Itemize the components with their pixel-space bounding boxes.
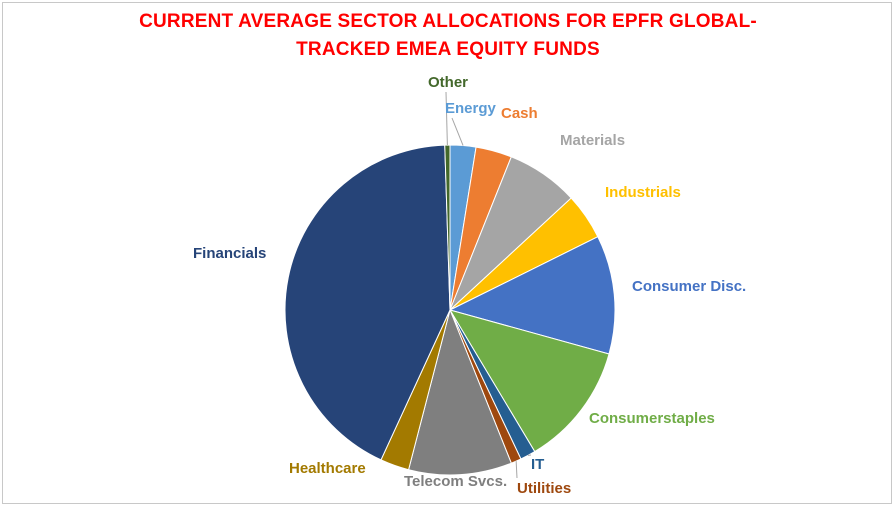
label-industrials: Industrials — [605, 184, 681, 201]
pie-slice-financials — [284, 144, 451, 461]
pie-slice-telecom — [407, 308, 512, 476]
pie-slice-consumer-disc — [448, 236, 616, 355]
leader-line-utilities — [515, 461, 518, 479]
pie-slice-consumerstaples — [448, 309, 610, 453]
label-healthcare: Healthcare — [289, 460, 366, 477]
chart-title: CURRENT AVERAGE SECTOR ALLOCATIONS FOR E… — [0, 8, 896, 64]
chart-title-line-2: TRACKED EMEA EQUITY FUNDS — [296, 39, 600, 60]
label-telecom: Telecom Svcs. — [404, 473, 507, 490]
leader-line-other — [445, 91, 448, 146]
pie-slices — [284, 144, 616, 476]
label-consumerstaples: Consumerstaples — [589, 410, 715, 427]
label-consumer-disc: Consumer Disc. — [632, 278, 746, 295]
label-other: Other — [428, 74, 468, 91]
leader-line-energy — [451, 117, 464, 146]
label-energy: Energy — [445, 100, 497, 117]
leader-lines — [445, 91, 532, 479]
label-it: IT — [531, 456, 544, 473]
label-financials: Financials — [193, 245, 266, 262]
chart-title-line-1: CURRENT AVERAGE SECTOR ALLOCATIONS FOR E… — [139, 11, 757, 32]
label-utilities: Utilities — [517, 480, 571, 497]
label-materials: Materials — [560, 132, 625, 149]
label-cash: Cash — [501, 105, 538, 122]
